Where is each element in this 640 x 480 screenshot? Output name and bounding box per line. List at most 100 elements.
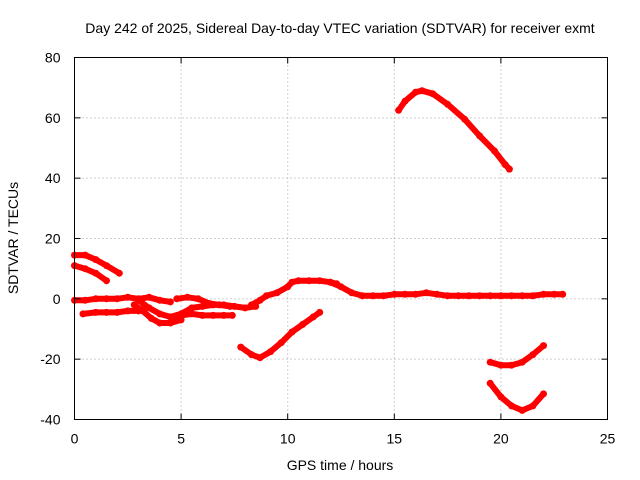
data-point — [559, 290, 567, 298]
data-point — [81, 265, 89, 273]
data-point — [198, 311, 206, 319]
data-point — [390, 290, 398, 298]
data-point — [518, 292, 526, 300]
data-point — [113, 308, 121, 316]
y-tick-label: 40 — [45, 170, 61, 186]
data-point — [486, 358, 494, 366]
data-point — [529, 402, 537, 410]
series-track-c — [71, 293, 174, 306]
y-tick-label: -20 — [40, 351, 60, 367]
data-point — [205, 299, 213, 307]
data-point — [491, 147, 498, 155]
data-point — [288, 278, 296, 286]
data-point — [188, 310, 196, 318]
data-point — [135, 296, 142, 304]
data-point — [429, 90, 437, 98]
data-point — [299, 321, 307, 328]
data-point — [277, 339, 285, 347]
data-point — [237, 343, 245, 351]
data-point — [256, 296, 264, 304]
data-point — [92, 269, 100, 277]
data-point — [103, 262, 110, 270]
data-point — [550, 290, 558, 298]
data-point — [188, 304, 196, 312]
data-point — [294, 277, 302, 285]
data-point — [177, 311, 185, 319]
data-point — [540, 290, 547, 298]
data-point — [497, 361, 505, 369]
data-point — [273, 289, 281, 297]
data-point — [497, 393, 505, 401]
y-tick-label: 60 — [45, 110, 61, 126]
data-point — [156, 310, 164, 318]
data-point — [124, 307, 132, 315]
data-point — [145, 293, 153, 301]
series-track-a — [71, 251, 123, 277]
axis-ticks: 0 5 10 15 20 25 -40 -20 0 20 40 60 80 — [40, 50, 615, 447]
series-track — [71, 294, 174, 305]
data-point — [529, 292, 537, 300]
data-point — [508, 292, 516, 300]
data-point — [81, 251, 89, 259]
series-track-h — [173, 293, 234, 310]
data-point — [166, 319, 174, 327]
data-point — [465, 292, 473, 300]
data-point — [194, 295, 202, 303]
series-track-j — [326, 278, 567, 300]
data-point — [248, 301, 255, 309]
data-point — [226, 302, 234, 310]
series-track-m — [486, 342, 547, 369]
data-point — [369, 292, 377, 300]
series-track-k — [237, 308, 324, 362]
data-point — [113, 295, 121, 303]
y-tick-label: 20 — [45, 231, 61, 247]
data-point — [103, 308, 110, 316]
data-point — [156, 319, 164, 327]
data-point — [309, 313, 317, 321]
x-tick-label: 25 — [600, 431, 616, 447]
data-point — [497, 292, 505, 300]
data-point — [103, 277, 110, 285]
data-point — [173, 295, 181, 303]
data-point — [476, 292, 484, 300]
data-point — [358, 292, 366, 300]
data-point — [241, 304, 249, 312]
y-tick-label: -40 — [40, 412, 60, 428]
data-point — [454, 292, 462, 300]
data-point — [380, 292, 388, 300]
data-point — [486, 379, 494, 387]
x-tick-label: 15 — [387, 431, 403, 447]
data-point — [508, 361, 516, 369]
series-track-g — [166, 310, 236, 321]
data-point — [461, 115, 469, 123]
data-point — [518, 358, 526, 366]
data-point — [284, 283, 292, 291]
data-point — [518, 406, 526, 414]
data-point — [81, 296, 89, 304]
series-track-i — [248, 277, 341, 309]
data-point — [508, 402, 516, 410]
data-point — [184, 293, 191, 301]
data-point — [444, 292, 452, 300]
data-point — [305, 277, 313, 285]
series-track-e — [130, 301, 185, 327]
data-point — [540, 390, 547, 398]
data-point — [209, 311, 217, 319]
data-point — [220, 311, 228, 319]
x-tick-label: 20 — [493, 431, 509, 447]
data-point — [505, 165, 513, 173]
data-point — [422, 289, 430, 297]
data-point — [433, 290, 441, 298]
data-point — [316, 308, 324, 316]
x-tick-label: 5 — [177, 431, 185, 447]
data-point — [418, 87, 426, 95]
data-point — [166, 298, 174, 306]
x-axis-label: GPS time / hours — [287, 457, 394, 473]
data-point — [501, 161, 509, 169]
data-point — [248, 351, 255, 359]
data-point — [166, 313, 174, 321]
grid-lines — [74, 57, 608, 420]
data-point — [288, 328, 296, 336]
data-point — [316, 277, 324, 285]
